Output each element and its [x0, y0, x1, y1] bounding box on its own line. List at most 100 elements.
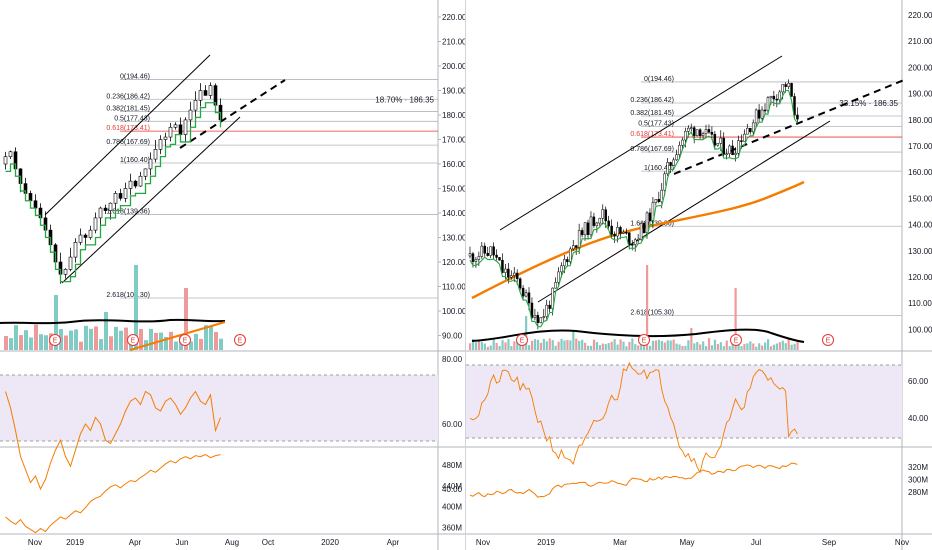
- candle-body: [778, 91, 781, 101]
- channel-upper-line[interactable]: [44, 54, 211, 216]
- volume-bar: [542, 338, 545, 350]
- candle-body: [483, 245, 486, 254]
- left-chart-panel[interactable]: 220.00 210.00 200.00 190.00 180.00 170.00 160.…: [0, 0, 466, 550]
- candle-body: [769, 95, 773, 98]
- price-axis-label: 210.00: [442, 38, 466, 47]
- volume-bar: [728, 346, 731, 350]
- volume-bar: [675, 343, 678, 350]
- candle-body: [507, 268, 510, 278]
- candle-body: [790, 83, 793, 97]
- volume-bar: [749, 341, 752, 350]
- earnings-marker[interactable]: E: [638, 334, 650, 346]
- fib-level-label: 0(194.46): [644, 76, 674, 83]
- earnings-marker[interactable]: E: [730, 334, 742, 346]
- volume-bar: [474, 342, 478, 350]
- dashed-trendline[interactable]: [179, 79, 286, 149]
- candle-body: [722, 137, 725, 155]
- time-axis-label: May: [679, 538, 694, 547]
- earnings-marker[interactable]: E: [516, 334, 528, 346]
- volume-bar: [610, 341, 613, 350]
- earnings-marker[interactable]: E: [49, 334, 61, 346]
- candle-body: [642, 223, 646, 234]
- candle-body: [530, 302, 534, 318]
- volume-bar: [589, 345, 593, 350]
- left-chart-canvas[interactable]: 220.00 210.00 200.00 190.00 180.00 170.00 160.…: [0, 0, 466, 550]
- rsi-axis-label: 80.00: [442, 355, 463, 364]
- price-axis-label: 110.00: [908, 299, 932, 308]
- earnings-marker[interactable]: E: [234, 334, 246, 346]
- candle-body: [68, 256, 73, 270]
- volume-bar: [29, 337, 33, 350]
- volume-bar: [622, 341, 625, 350]
- candle-body: [113, 193, 118, 204]
- candle-body: [471, 253, 475, 262]
- candle-body: [173, 124, 178, 128]
- volume-bar: [716, 344, 719, 350]
- volume-bar: [530, 340, 534, 350]
- candle-body: [622, 231, 625, 234]
- volume-bar: [486, 346, 489, 350]
- earnings-marker[interactable]: E: [179, 334, 191, 346]
- price-axis-label: 220.00: [442, 13, 466, 22]
- candle-body: [560, 265, 563, 273]
- volume-bar: [34, 324, 38, 350]
- obv-axis-label: 360M: [442, 523, 462, 532]
- right-chart-panel[interactable]: 220.00 210.00 200.00 190.00 180.00 170.00 160.…: [466, 0, 932, 550]
- volume-bar: [99, 339, 103, 350]
- fib-level-label: 0.382(181.45): [106, 105, 150, 112]
- price-axis-label: 200.00: [442, 62, 466, 71]
- volume-bar: [758, 343, 761, 350]
- price-axis-label: 180.00: [908, 116, 932, 125]
- rsi-axis-label: 40.00: [442, 485, 463, 494]
- candle-body: [648, 212, 652, 221]
- candle-body: [716, 143, 720, 146]
- time-axis-label: Jun: [176, 538, 189, 547]
- candle-body: [93, 217, 98, 231]
- obv-axis-label: 320M: [908, 463, 928, 472]
- volume-bar: [94, 326, 98, 350]
- volume-bar: [693, 343, 696, 350]
- volume-bar: [548, 338, 551, 350]
- candle-body: [545, 304, 548, 317]
- earnings-marker[interactable]: E: [127, 334, 139, 346]
- fib-level-label: 0.786(167.69): [106, 139, 150, 146]
- obv-axis-label: 280M: [908, 488, 928, 497]
- candle-body: [666, 162, 669, 175]
- candle-body: [645, 212, 649, 234]
- candle-body: [631, 243, 634, 246]
- last-price-label: 33.15% · 186.35: [839, 99, 898, 108]
- volume-bar: [469, 343, 472, 350]
- channel-lower-line[interactable]: [537, 120, 831, 303]
- earnings-marker-label: E: [238, 338, 243, 345]
- candle-body: [695, 129, 699, 136]
- candle-body: [781, 84, 784, 93]
- candle-body: [513, 272, 516, 276]
- candle-body: [731, 145, 734, 156]
- candle-body: [592, 216, 596, 226]
- volume-bar: [651, 340, 655, 350]
- channel-upper-line[interactable]: [499, 55, 783, 231]
- time-axis-label: Sep: [822, 538, 837, 547]
- candle-body: [654, 199, 658, 203]
- candle-body: [754, 109, 758, 124]
- time-axis-label: Apr: [387, 538, 400, 547]
- volume-bar: [522, 345, 525, 350]
- right-chart-canvas[interactable]: 220.00 210.00 200.00 190.00 180.00 170.00 160.…: [466, 0, 932, 550]
- volume-bar: [772, 344, 776, 350]
- volume-bar: [707, 338, 711, 350]
- price-axis-label: 190.00: [442, 87, 466, 96]
- earnings-marker-label: E: [734, 338, 739, 345]
- candle-body: [158, 139, 163, 150]
- volume-bar: [790, 344, 793, 350]
- earnings-marker[interactable]: E: [822, 334, 834, 346]
- candle-body: [138, 175, 143, 187]
- candle-body: [595, 222, 599, 226]
- candle-body: [504, 268, 507, 273]
- volume-bar: [189, 341, 193, 350]
- dashed-trendline[interactable]: [673, 79, 905, 175]
- candle-body: [501, 259, 504, 273]
- channel-lower-line[interactable]: [61, 116, 241, 284]
- candle-body: [719, 137, 722, 144]
- candle-body: [103, 207, 108, 211]
- volume-bar: [719, 342, 722, 350]
